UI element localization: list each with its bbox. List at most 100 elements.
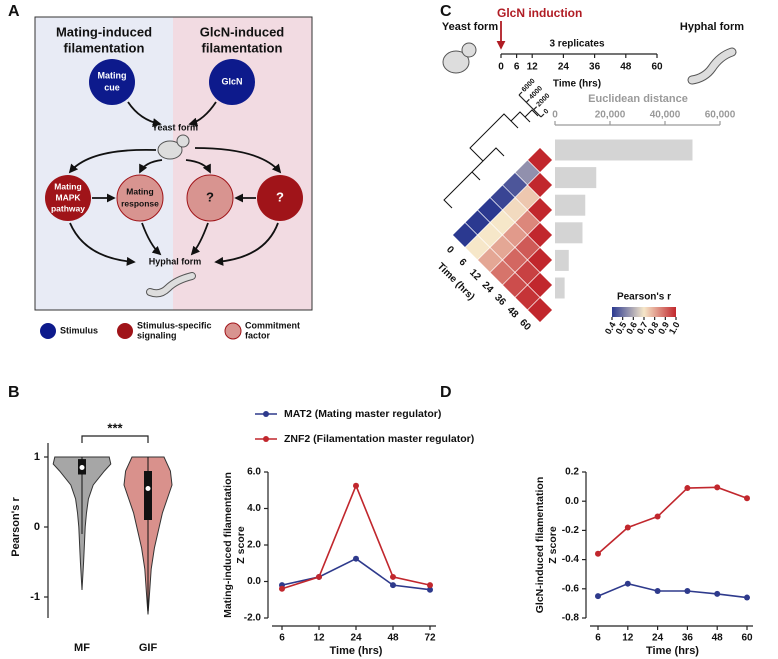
node-label: ? [276, 189, 284, 204]
arrow [188, 101, 217, 127]
point [684, 485, 691, 492]
x-tick-label: 0 [498, 62, 504, 73]
median [145, 486, 151, 491]
x-tick-label: 6 [279, 633, 285, 644]
point [390, 582, 396, 589]
legend-label: Stimulus-specific [137, 320, 212, 330]
node [116, 174, 164, 222]
y-tick-label: 6.0 [247, 467, 261, 478]
y-tick-label: -0.4 [562, 554, 580, 565]
legend-swatch [40, 323, 56, 339]
significance-bracket [81, 435, 149, 443]
x-tick-label: MF [74, 642, 90, 654]
y-axis-label: Mating-induced filamentation [222, 472, 234, 618]
node-label: Hyphal form [149, 256, 202, 266]
category-label: 6 [457, 257, 469, 269]
panel-label: A [8, 3, 20, 20]
x-tick-label: 24 [350, 633, 362, 644]
node-label: MAPK [55, 192, 81, 202]
point [624, 580, 631, 587]
hypha-icon [147, 273, 195, 297]
point [427, 586, 433, 593]
box [144, 471, 152, 520]
line [597, 486, 748, 555]
header: filamentation [202, 40, 283, 55]
bar [555, 277, 565, 299]
bar [555, 167, 597, 189]
colorbar-tick-label: 1.0 [667, 320, 682, 336]
frame [34, 16, 313, 311]
category-label: 48 [505, 305, 521, 321]
x-tick-label: 40,000 [650, 110, 681, 121]
y-axis-label: Pearson's r [10, 497, 22, 557]
axis-label: Time (hrs) [435, 261, 477, 303]
line [281, 557, 431, 591]
note: 3 replicates [549, 39, 604, 50]
dendrogram-tick [525, 98, 530, 103]
x-tick-label: 12 [622, 633, 634, 644]
y-tick-label: -0.2 [562, 525, 580, 536]
legend-label: Commitment [245, 320, 300, 330]
y-tick-label: -1 [30, 591, 40, 603]
node-label: Mating [98, 70, 127, 80]
y-tick-label: 0.2 [565, 467, 579, 478]
point [279, 585, 285, 592]
panel-label: D [440, 384, 452, 401]
category-label: 60 [517, 317, 533, 333]
y-tick-label: 2.0 [247, 540, 261, 551]
yeast-icon [176, 134, 190, 148]
median [79, 465, 85, 470]
node-label: ? [206, 189, 214, 204]
y-tick-label: 0.0 [565, 496, 579, 507]
node-label: Mating [54, 181, 81, 191]
yeast-icon [157, 140, 183, 160]
dendrogram-tick [540, 113, 545, 118]
y-axis-label: Z score [235, 526, 247, 564]
x-tick-label: 6 [514, 62, 520, 73]
x-tick-label: 60 [651, 62, 663, 73]
x-tick-label: 0 [552, 110, 558, 121]
end-label: Hyphal form [680, 21, 744, 33]
node-label: Yeast form [152, 122, 198, 132]
y-tick-label: -0.8 [562, 613, 580, 624]
x-tick-label: 24 [558, 62, 570, 73]
start-label: Yeast form [442, 21, 498, 33]
node [257, 175, 303, 221]
x-tick-label: 48 [712, 633, 724, 644]
x-tick-label: 60 [741, 633, 753, 644]
point [353, 482, 359, 489]
panel-label: B [8, 384, 20, 401]
point [744, 594, 750, 601]
y-tick-label: 4.0 [247, 503, 261, 514]
header: filamentation [64, 40, 145, 55]
legend-label: Stimulus [60, 325, 98, 335]
node [209, 59, 255, 105]
panel-label: C [440, 3, 452, 20]
heatmap-cell [527, 297, 553, 323]
x-tick-label: 12 [527, 62, 539, 73]
node-label: pathway [51, 203, 85, 213]
header: Mating-induced [56, 24, 152, 39]
dendrogram-tick [518, 91, 523, 96]
bar [555, 139, 693, 161]
colorbar-title: Pearson's r [617, 292, 671, 303]
point [714, 590, 721, 597]
yeast-icon [461, 42, 477, 58]
line [597, 582, 748, 599]
point [390, 573, 396, 580]
point [427, 582, 433, 589]
bar [555, 249, 569, 271]
significance: *** [107, 420, 123, 435]
category-label: 12 [467, 267, 483, 283]
node [45, 175, 91, 221]
bar [555, 194, 586, 216]
line [281, 483, 431, 590]
legend-swatch [224, 322, 242, 340]
arrow [185, 159, 211, 174]
arrow [194, 147, 282, 174]
arrow [68, 148, 157, 174]
arrow [139, 159, 163, 174]
x-tick-label: 48 [387, 633, 399, 644]
legend-swatch [263, 411, 269, 417]
